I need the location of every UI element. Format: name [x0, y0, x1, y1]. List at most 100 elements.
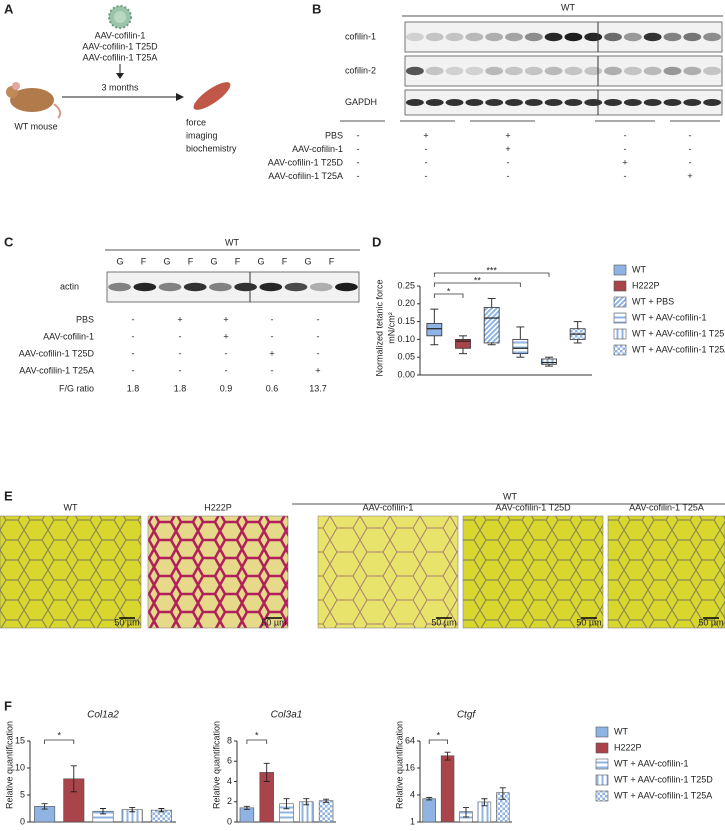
- image-title: AAV-cofilin-1 T25D: [495, 502, 571, 512]
- blot-band: [623, 32, 642, 42]
- blot-band: [505, 32, 523, 42]
- condition-label: PBS: [76, 314, 94, 324]
- blot-band: [445, 66, 464, 76]
- mouse-icon: [6, 82, 62, 119]
- panel-label: C: [4, 234, 14, 249]
- condition-mark: -: [507, 171, 510, 181]
- bar: [440, 755, 455, 823]
- y-tick-label: 2: [227, 796, 232, 806]
- condition-mark: -: [317, 331, 320, 341]
- legend-swatch: [613, 328, 627, 340]
- histology-image: [147, 515, 289, 629]
- scale-label: 50 µm: [261, 617, 286, 627]
- legend-swatch: [613, 280, 627, 292]
- blot-band: [663, 66, 682, 76]
- condition-mark: -: [132, 348, 135, 358]
- condition-mark: +: [423, 130, 428, 140]
- condition-mark: -: [225, 365, 228, 375]
- blot-band: [643, 99, 662, 106]
- scale-label: 50 µm: [431, 617, 456, 627]
- blot-band: [425, 99, 444, 106]
- error-bar: [243, 805, 250, 810]
- blot-band: [183, 282, 207, 292]
- error-bar: [41, 803, 48, 810]
- y-tick-label: 0: [227, 816, 232, 826]
- y-axis-label: Relative quantification: [4, 721, 14, 809]
- blot-band: [158, 282, 182, 292]
- condition-mark: -: [132, 314, 135, 324]
- image-title: AAV-cofilin-1 T25A: [629, 502, 704, 512]
- ratio-value: 0.9: [220, 383, 233, 393]
- blot-band: [703, 32, 722, 42]
- group-label: WT: [561, 2, 575, 12]
- condition-mark: -: [689, 157, 692, 167]
- blot-band: [544, 66, 563, 76]
- duration-label: 3 months: [101, 82, 139, 92]
- significance-bracket: [428, 739, 448, 744]
- group-label: WT: [225, 237, 239, 247]
- condition-mark: -: [689, 144, 692, 154]
- fraction-label: G: [210, 256, 217, 266]
- y-tick-label: 4: [227, 776, 232, 786]
- blot-band: [564, 32, 583, 42]
- condition-mark: +: [505, 130, 510, 140]
- condition-mark: -: [624, 130, 627, 140]
- significance-bracket: [246, 739, 268, 744]
- condition-label: AAV-cofilin-1: [43, 331, 94, 341]
- blot-band: [683, 66, 702, 76]
- condition-mark: -: [225, 348, 228, 358]
- blot-band: [703, 99, 722, 106]
- panel-label: B: [312, 1, 321, 16]
- condition-mark: -: [271, 365, 274, 375]
- y-tick-label: 4: [410, 789, 415, 799]
- significance-label: **: [474, 275, 482, 285]
- blot-band: [284, 282, 308, 292]
- y-tick-label: 16: [405, 762, 415, 772]
- blot-band: [663, 99, 682, 106]
- condition-mark: -: [179, 331, 182, 341]
- blot-band: [309, 282, 333, 292]
- scale-label: 50 µm: [114, 617, 139, 627]
- histology-image: [317, 515, 459, 629]
- legend-swatch: [595, 726, 609, 738]
- arrow-head: [116, 73, 124, 79]
- band-label: GAPDH: [345, 97, 377, 107]
- fraction-label: F: [329, 256, 335, 266]
- chart-title: Ctgf: [457, 710, 477, 721]
- blot-band: [584, 99, 603, 106]
- y-axis-label: Relative quantification: [211, 721, 221, 809]
- box: [512, 338, 529, 355]
- condition-mark: -: [425, 144, 428, 154]
- chart-title: Col1a2: [87, 710, 119, 721]
- panel-label: D: [372, 234, 381, 249]
- condition-mark: +: [687, 171, 692, 181]
- band-label: actin: [60, 281, 79, 291]
- y-axis-label: Normalized tetanic force: [374, 279, 384, 376]
- bar: [318, 800, 334, 823]
- error-bar: [323, 798, 330, 803]
- group-label: WT: [503, 491, 517, 501]
- blot-band: [485, 66, 504, 76]
- y-tick-label: 6: [227, 756, 232, 766]
- significance-bracket: [433, 293, 464, 298]
- significance-label: *: [447, 286, 451, 296]
- error-bar: [70, 765, 77, 793]
- condition-mark: -: [317, 314, 320, 324]
- condition-mark: -: [357, 144, 360, 154]
- error-bar: [303, 798, 310, 806]
- condition-label: AAV-cofilin-1 T25A: [19, 365, 94, 375]
- y-tick-label: 0.25: [397, 280, 415, 290]
- legend-swatch: [595, 790, 609, 802]
- box: [483, 306, 500, 344]
- panel-label: F: [4, 698, 12, 713]
- fraction-label: F: [188, 256, 194, 266]
- significance-label: *: [57, 730, 61, 740]
- ratio-value: 1.8: [174, 383, 187, 393]
- legend-label: WT + AAV-cofilin-1 T25A: [632, 344, 725, 354]
- condition-mark: -: [624, 144, 627, 154]
- muscle-icon: [193, 82, 231, 110]
- blot-band: [584, 32, 603, 42]
- blot-band: [445, 99, 464, 106]
- readout-label: imaging: [186, 130, 218, 140]
- ratio-value: 1.8: [127, 383, 140, 393]
